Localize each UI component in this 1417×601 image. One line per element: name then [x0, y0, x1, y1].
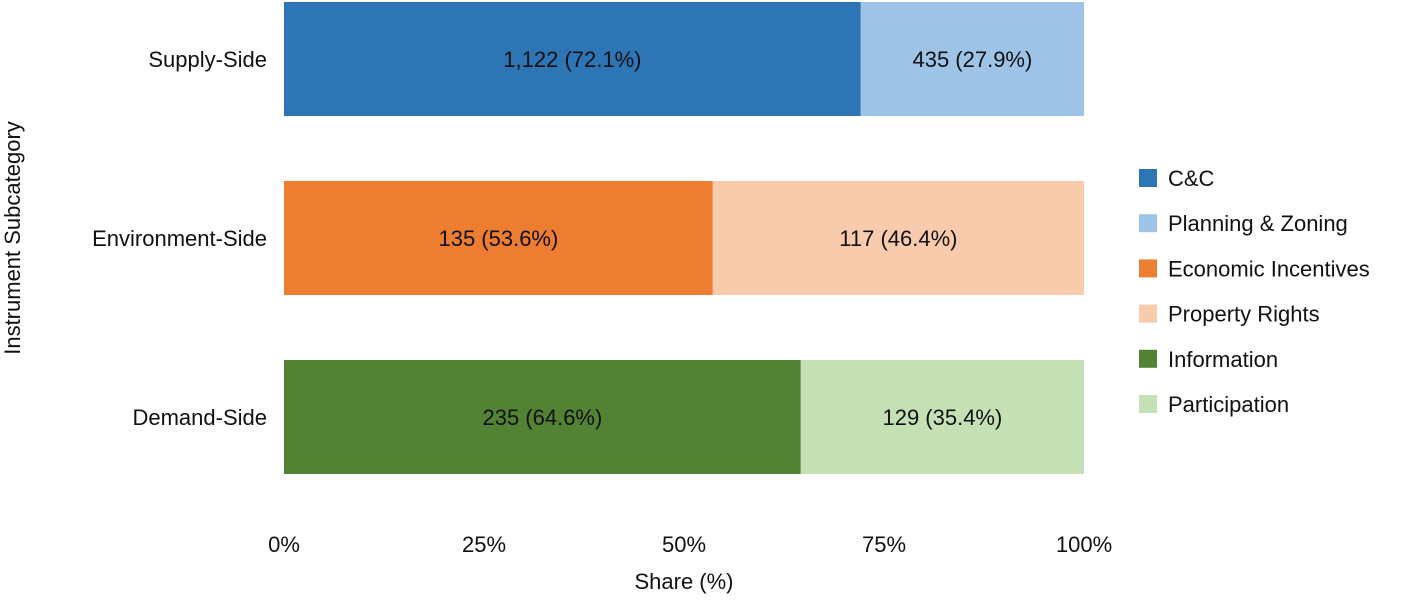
- data-label-economic-incentives: 135 (53.6%): [438, 226, 558, 251]
- legend-label-planning-and-zoning: Planning & Zoning: [1168, 211, 1348, 236]
- x-axis-ticks: 0% 25% 50% 75% 100%: [268, 532, 1112, 557]
- x-tick-label: 0%: [268, 532, 300, 557]
- legend: C&C Planning & Zoning Economic Incentives P…: [1139, 166, 1370, 417]
- data-label-candc: 1,122 (72.1%): [503, 47, 641, 72]
- legend-label-candc: C&C: [1168, 166, 1215, 191]
- x-axis-label: Share (%): [634, 569, 733, 594]
- legend-swatch-participation: [1139, 395, 1157, 413]
- bar-segment-economic-incentives: [284, 181, 713, 295]
- category-label-demand-side: Demand-Side: [132, 405, 267, 430]
- legend-swatch-information: [1139, 349, 1157, 368]
- data-label-participation: 129 (35.4%): [882, 405, 1002, 430]
- legend-swatch-economic-incentives: [1139, 259, 1157, 278]
- legend-label-property-rights: Property Rights: [1168, 302, 1320, 327]
- data-label-property-rights: 117 (46.4%): [839, 226, 957, 251]
- data-label-planning-and-zoning: 435 (27.9%): [912, 47, 1032, 72]
- x-tick-label: 75%: [862, 532, 906, 557]
- legend-swatch-property-rights: [1139, 304, 1157, 323]
- x-tick-label: 50%: [662, 532, 706, 557]
- bar-segment-candc: [284, 2, 861, 116]
- legend-label-participation: Participation: [1168, 392, 1289, 417]
- legend-swatch-candc: [1139, 169, 1157, 187]
- legend-label-economic-incentives: Economic Incentives: [1168, 256, 1370, 281]
- bar-segment-planning-and-zoning: [860, 2, 1084, 116]
- category-label-supply-side: Supply-Side: [148, 47, 267, 72]
- bar-segment-property-rights: [712, 181, 1084, 295]
- bar-segment-participation: [800, 360, 1084, 474]
- legend-label-information: Information: [1168, 347, 1278, 372]
- x-tick-label: 100%: [1056, 532, 1112, 557]
- legend-swatch-planning-and-zoning: [1139, 214, 1157, 233]
- bar-segment-information: [284, 360, 801, 474]
- plot-area: Supply-Side 1,122 (72.1%) 435 (27.9%) Envir…: [92, 2, 1084, 474]
- y-axis-label: Instrument Subcategory: [0, 121, 25, 355]
- x-tick-label: 25%: [462, 532, 506, 557]
- data-label-information: 235 (64.6%): [482, 405, 602, 430]
- category-label-environment-side: Environment-Side: [92, 226, 267, 251]
